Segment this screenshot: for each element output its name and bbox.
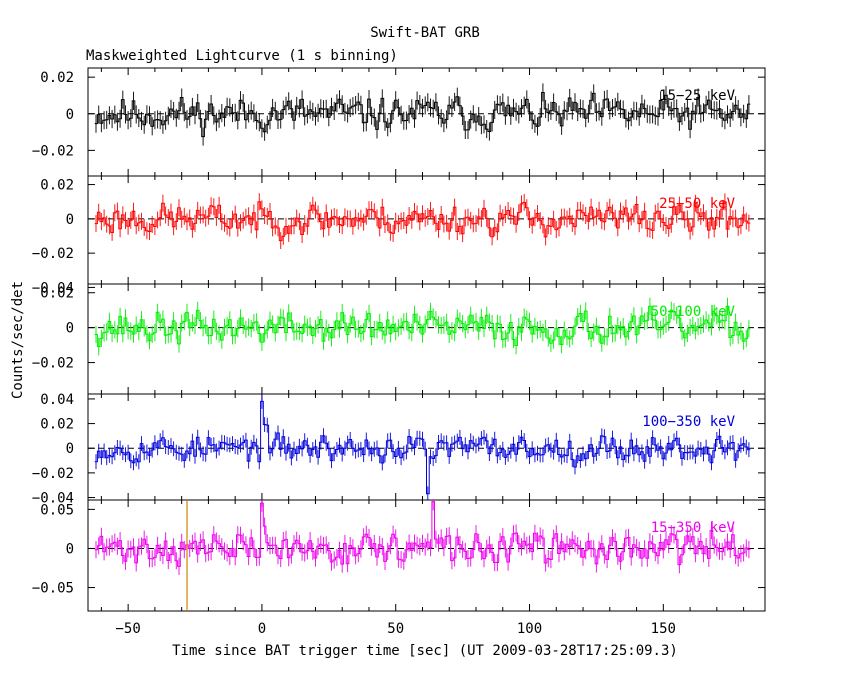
- y-tick-label: 0.04: [40, 392, 74, 408]
- series-error-bars: [95, 500, 750, 575]
- y-tick-label: 0.05: [40, 502, 74, 518]
- x-axis-label: Time since BAT trigger time [sec] (UT 20…: [172, 643, 678, 659]
- band-label: 25−50 keV: [659, 196, 735, 212]
- band-label: 100−350 keV: [642, 414, 735, 430]
- series-error-bars: [95, 193, 750, 249]
- y-tick-label: 0.02: [40, 178, 74, 194]
- panel-4: −0.04 −0.02 0 0.02 0.04 100−350 keV: [32, 392, 766, 507]
- figure-title: Swift-BAT GRB: [370, 25, 480, 41]
- y-tick-label: −0.02: [32, 356, 74, 372]
- panels-group: −0.02 0 0.02 15−25 keV −0.04 −0.02 0 0.02 25−50 …: [32, 67, 766, 637]
- y-tick-label: 0: [66, 541, 74, 557]
- y-tick-label: 0.02: [40, 70, 74, 86]
- band-label: 15−350 keV: [651, 520, 736, 536]
- y-tick-label: −0.02: [32, 466, 74, 482]
- panel-3: −0.02 0 0.02 50−100 keV: [32, 283, 766, 395]
- panel-frame: [87, 499, 766, 612]
- y-tick-label: 0.02: [40, 417, 74, 433]
- series-error-bars: [95, 297, 750, 356]
- y-tick-label: −0.05: [32, 581, 74, 597]
- x-tick-label: 0: [258, 621, 266, 637]
- y-tick-label: 0: [66, 441, 74, 457]
- y-tick-label: −0.02: [32, 143, 74, 159]
- y-tick-label: −0.04: [32, 491, 74, 507]
- y-tick-label: 0: [66, 321, 74, 337]
- y-axis-label: Counts/sec/det: [10, 281, 26, 399]
- x-tick-label: 50: [387, 621, 404, 637]
- series-line: [94, 400, 751, 495]
- y-tick-label: 0.02: [40, 286, 74, 302]
- panel-2: −0.04 −0.02 0 0.02 25−50 keV: [32, 175, 766, 296]
- series-error-bars: [95, 394, 750, 500]
- panel-1: −0.02 0 0.02 15−25 keV: [32, 67, 766, 177]
- panel-frame: [87, 283, 766, 395]
- figure-subtitle: Maskweighted Lightcurve (1 s binning): [86, 48, 398, 64]
- x-tick-label: 100: [517, 621, 542, 637]
- panel-5: −0.05 0 0.05 15−350 keV: [32, 499, 766, 612]
- y-tick-label: 0: [66, 212, 74, 228]
- x-tick-label: −50: [115, 621, 140, 637]
- x-tick-label: 150: [651, 621, 676, 637]
- y-tick-label: −0.04: [32, 280, 74, 296]
- band-label: 50−100 keV: [651, 304, 736, 320]
- band-label: 15−25 keV: [659, 88, 735, 104]
- series-error-bars: [95, 83, 750, 146]
- y-tick-label: −0.02: [32, 246, 74, 262]
- y-tick-label: 0: [66, 107, 74, 123]
